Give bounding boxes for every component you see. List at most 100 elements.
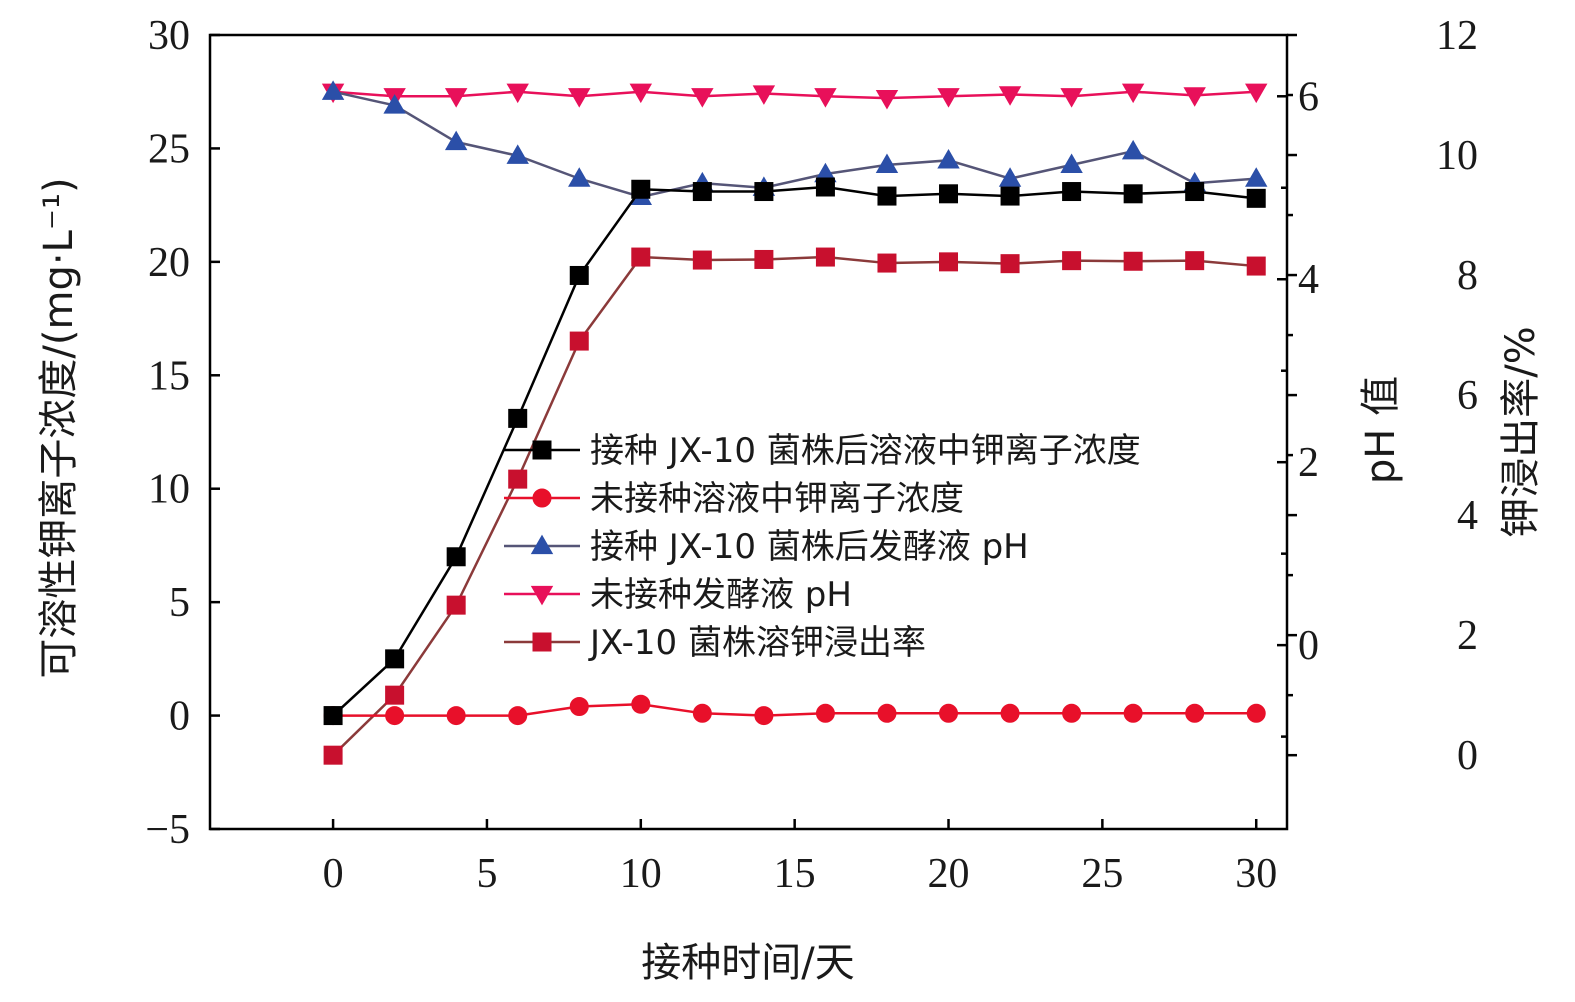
data-point <box>937 148 960 169</box>
axes-layer: 0 5 10 15 20 25 30 −5 0 5 10 15 20 25 30 0 2 4 6 0 2 4 6 8 10 12 <box>145 13 1478 897</box>
x-tick-label: 0 <box>323 851 344 897</box>
data-point <box>629 83 653 104</box>
series-line <box>333 702 1257 717</box>
series-line <box>332 185 1257 717</box>
y-left-tick-label: 5 <box>169 580 190 626</box>
data-point <box>875 153 899 174</box>
data-point <box>1000 703 1020 723</box>
x-axis-title: 接种时间/天 <box>641 940 854 986</box>
data-point <box>1246 256 1266 276</box>
data-point <box>1246 703 1266 723</box>
data-point <box>568 167 591 187</box>
series-line <box>332 255 1257 757</box>
data-point <box>1000 186 1020 206</box>
data-point <box>752 85 776 105</box>
data-point <box>937 88 960 108</box>
data-point <box>754 706 774 726</box>
data-point <box>508 408 528 428</box>
data-point <box>815 247 835 267</box>
data-point <box>631 694 651 714</box>
y-axis-right-outer-title: 钾浸出率/% <box>1498 326 1544 537</box>
data-point <box>815 177 835 197</box>
data-point <box>385 685 405 705</box>
data-point <box>814 88 837 108</box>
data-point <box>385 706 405 726</box>
legend-item: JX-10 菌株溶钾浸出率 <box>504 623 926 663</box>
data-point <box>939 252 959 272</box>
data-point <box>939 184 959 204</box>
x-tick-label: 25 <box>1081 851 1123 897</box>
x-tick-label: 15 <box>774 851 816 897</box>
legend-swatch-marker <box>530 585 554 606</box>
y-right-outer-tick-label: 4 <box>1457 493 1478 539</box>
y-left-tick-label: 15 <box>148 353 190 399</box>
series-2 <box>323 694 1266 726</box>
series-1 <box>323 177 1266 726</box>
y-axis-right-inner-title: pH 值 <box>1358 376 1404 484</box>
y-left-tick-label: 30 <box>148 13 190 59</box>
y-left-tick-label: 20 <box>148 240 190 286</box>
data-point <box>691 88 714 108</box>
y-left-tick-label: 25 <box>148 126 190 172</box>
data-point <box>385 649 405 669</box>
legend-label: JX-10 菌株溶钾浸出率 <box>588 623 926 663</box>
data-point <box>1062 182 1082 202</box>
data-point <box>446 595 466 615</box>
y-right-outer-tick-label: 10 <box>1436 133 1478 179</box>
data-point <box>692 250 712 270</box>
data-point <box>323 706 343 726</box>
x-tick-label: 20 <box>928 851 970 897</box>
data-point <box>877 186 897 206</box>
y-left-tick-label: 10 <box>148 467 190 513</box>
data-point <box>998 167 1022 187</box>
y-right-outer-tick-label: 0 <box>1457 733 1478 779</box>
data-point <box>1060 88 1083 108</box>
data-point <box>692 182 712 202</box>
series-4 <box>321 83 1268 110</box>
data-point <box>1123 184 1143 204</box>
data-point <box>875 89 899 110</box>
data-point <box>1060 153 1083 174</box>
data-point <box>1123 703 1143 723</box>
legend-item: 接种 JX-10 菌株后发酵液 pH <box>504 527 1029 567</box>
series-layer <box>321 80 1268 765</box>
data-point <box>939 703 959 723</box>
legend-swatch-marker <box>532 488 552 508</box>
legend-swatch-marker <box>532 440 552 460</box>
y-right-outer-tick-label: 6 <box>1457 373 1478 419</box>
data-point <box>1185 182 1205 202</box>
data-point <box>568 88 591 108</box>
y-right-inner-tick-label: 2 <box>1298 440 1319 486</box>
data-point <box>446 547 466 567</box>
y-right-inner-tick-label: 4 <box>1298 257 1319 303</box>
legend-swatch-marker <box>530 534 554 555</box>
data-point <box>1183 87 1206 107</box>
y-axis-left-title: 可溶性钾离子浓度/(mg·L⁻¹) <box>36 177 82 678</box>
data-point <box>1000 254 1020 274</box>
data-point <box>569 331 589 351</box>
data-point <box>1185 251 1205 271</box>
y-right-outer-tick-label: 12 <box>1436 13 1478 59</box>
legend-item: 未接种溶液中钾离子浓度 <box>504 479 964 519</box>
series-line <box>332 90 1257 100</box>
data-point <box>321 80 345 100</box>
data-point <box>323 745 343 765</box>
series-5 <box>323 247 1266 765</box>
legend-item: 未接种发酵液 pH <box>504 575 852 615</box>
legend-label: 接种 JX-10 菌株后发酵液 pH <box>590 527 1029 567</box>
y-left-tick-label: 0 <box>169 694 190 740</box>
data-point <box>446 706 466 726</box>
data-point <box>692 703 712 723</box>
data-point <box>444 130 468 151</box>
y-right-inner-tick-label: 0 <box>1298 623 1319 669</box>
legend-swatch-marker <box>532 632 552 652</box>
data-point <box>383 94 406 114</box>
y-right-outer-tick-label: 2 <box>1457 613 1478 659</box>
legend-label: 未接种溶液中钾离子浓度 <box>590 479 964 519</box>
data-point <box>877 253 897 273</box>
data-point <box>631 247 651 267</box>
data-point <box>506 144 529 164</box>
data-point <box>1121 83 1145 104</box>
series-line <box>332 90 1257 199</box>
